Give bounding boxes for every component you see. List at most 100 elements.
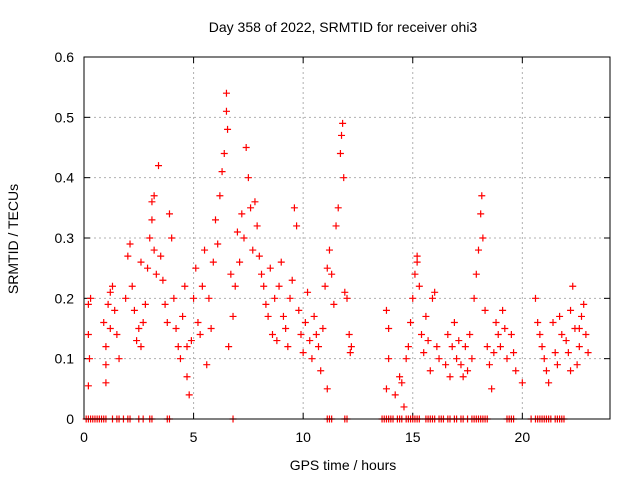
x-tick-label: 0 xyxy=(80,429,88,445)
data-point xyxy=(157,252,165,260)
data-point xyxy=(453,355,461,363)
data-point xyxy=(102,379,110,387)
data-point xyxy=(418,331,426,339)
data-point xyxy=(170,294,178,302)
data-point xyxy=(304,288,312,296)
data-point xyxy=(472,270,480,278)
data-point xyxy=(503,355,511,363)
data-point xyxy=(253,222,261,230)
data-point xyxy=(275,282,283,290)
data-point xyxy=(501,325,509,332)
data-point xyxy=(507,331,515,339)
data-point xyxy=(102,343,110,351)
data-point xyxy=(549,318,557,326)
y-tick-label: 0.1 xyxy=(55,351,75,367)
data-point xyxy=(413,252,421,260)
data-point xyxy=(282,325,290,332)
grid xyxy=(84,57,610,419)
data-point xyxy=(135,325,143,332)
data-point xyxy=(450,318,458,326)
data-point xyxy=(255,252,263,260)
data-point xyxy=(185,391,193,399)
data-point xyxy=(345,331,353,339)
data-point xyxy=(475,246,482,254)
data-point xyxy=(538,343,546,351)
x-tick-label: 20 xyxy=(515,429,531,445)
data-point xyxy=(209,258,217,266)
data-point xyxy=(496,343,504,351)
data-point xyxy=(187,337,195,345)
data-point xyxy=(247,204,255,212)
data-point xyxy=(161,300,169,308)
data-point xyxy=(575,343,583,351)
x-axis-label: GPS time / hours xyxy=(290,457,397,473)
data-point xyxy=(102,361,110,369)
data-point xyxy=(148,216,156,224)
data-point xyxy=(444,331,452,339)
data-point xyxy=(218,168,226,176)
data-point xyxy=(249,246,257,254)
data-point xyxy=(201,246,209,254)
data-point xyxy=(148,198,156,206)
data-point xyxy=(150,192,158,200)
data-point xyxy=(115,355,123,363)
data-point xyxy=(341,288,349,296)
data-point xyxy=(573,361,581,369)
data-point xyxy=(172,325,180,332)
data-point xyxy=(174,343,182,351)
data-point xyxy=(478,192,486,200)
data-point xyxy=(279,312,287,320)
y-axis-label: SRMTID / TECUs xyxy=(5,184,21,294)
data-point xyxy=(222,107,230,115)
data-point xyxy=(382,385,390,393)
data-point xyxy=(271,294,279,302)
data-point xyxy=(310,312,318,320)
data-point xyxy=(144,264,152,272)
data-point xyxy=(214,240,222,248)
data-point xyxy=(536,331,544,339)
data-point xyxy=(133,337,141,345)
data-point xyxy=(84,382,92,390)
data-point xyxy=(428,294,436,302)
data-point xyxy=(490,349,498,357)
data-point xyxy=(488,385,496,393)
data-point xyxy=(203,361,211,369)
data-point xyxy=(385,325,393,332)
data-point xyxy=(556,312,564,320)
data-point xyxy=(216,192,224,200)
data-point xyxy=(339,119,347,127)
data-point xyxy=(111,306,119,314)
data-point xyxy=(225,343,233,351)
data-point xyxy=(85,355,93,363)
data-point xyxy=(293,222,301,230)
data-point xyxy=(181,282,189,290)
data-point xyxy=(229,312,237,320)
chart-title: Day 358 of 2022, SRMTID for receiver ohi… xyxy=(209,19,478,35)
data-point xyxy=(477,210,485,218)
data-point xyxy=(266,264,274,272)
data-point xyxy=(212,216,219,224)
data-point xyxy=(459,373,467,381)
data-point xyxy=(325,246,333,254)
data-point xyxy=(222,89,230,97)
data-point xyxy=(455,337,463,345)
data-point xyxy=(578,312,586,320)
data-point xyxy=(569,282,577,290)
data-point xyxy=(236,258,244,266)
data-point xyxy=(564,349,572,357)
data-point xyxy=(338,131,346,139)
data-point xyxy=(108,282,116,290)
data-point xyxy=(299,349,307,357)
data-point xyxy=(190,294,198,302)
data-point xyxy=(312,331,320,339)
y-tick-label: 0 xyxy=(66,411,74,427)
data-point xyxy=(470,294,478,302)
y-tick-label: 0.2 xyxy=(55,290,75,306)
data-point xyxy=(567,306,575,314)
data-point xyxy=(464,367,472,375)
data-point xyxy=(323,264,331,272)
data-point xyxy=(494,331,502,339)
data-point xyxy=(286,294,294,302)
x-tick-label: 10 xyxy=(295,429,311,445)
data-point xyxy=(328,270,336,278)
